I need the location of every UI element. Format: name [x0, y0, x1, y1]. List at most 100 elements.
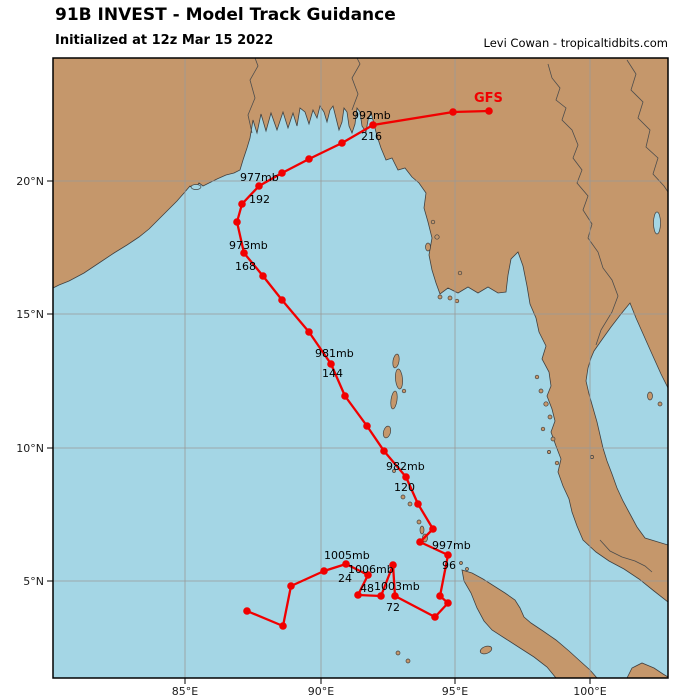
track-point — [380, 447, 388, 455]
track-point — [341, 392, 349, 400]
delta-islet — [447, 295, 453, 301]
islet — [459, 561, 463, 565]
axis-tick-layer: 85°E 90°E 95°E 100°E 20°N 15°N 10°N 5°N — [16, 175, 607, 698]
gulf-island — [657, 401, 663, 407]
nicobar-islet — [392, 469, 396, 473]
track-point — [233, 218, 241, 226]
track-point — [429, 525, 437, 533]
coastal-islet — [430, 219, 436, 225]
track-point — [243, 607, 251, 615]
track-point — [278, 296, 286, 304]
nicobar-islet — [407, 501, 413, 507]
track-point — [278, 169, 286, 177]
track-point — [305, 155, 313, 163]
y-axis-tick-label: 15°N — [16, 308, 44, 321]
track-point — [255, 182, 263, 190]
andaman-island — [390, 390, 398, 410]
credit-text: Levi Cowan - tropicaltidbits.com — [483, 36, 669, 50]
page-title: 91B INVEST - Model Track Guidance — [55, 5, 396, 25]
country-border — [351, 58, 361, 111]
track-point — [320, 567, 328, 575]
x-axis-tick-label: 85°E — [172, 685, 198, 698]
track-point-label: 216 — [361, 130, 382, 143]
delta-islet — [454, 298, 460, 304]
track-point-label: 992mb — [352, 109, 391, 122]
islet — [465, 567, 469, 571]
land-layer — [53, 58, 668, 678]
mergui-islet — [538, 388, 544, 394]
track-point-label: 96 — [442, 559, 456, 572]
nicobar-island — [419, 525, 425, 535]
mergui-islet — [547, 450, 551, 454]
track-point-label: 981mb — [315, 347, 354, 360]
coastal-lagoon — [190, 184, 202, 190]
track-point — [444, 551, 452, 559]
gulf-island — [647, 391, 653, 401]
country-border — [599, 539, 653, 573]
x-axis-tick-label: 90°E — [308, 685, 334, 698]
coastal-islet — [434, 234, 440, 240]
country-border — [547, 63, 619, 346]
grid-layer — [53, 58, 668, 678]
andaman-island — [395, 368, 403, 390]
track-point — [449, 108, 457, 116]
track-point — [363, 422, 371, 430]
little-andaman-island — [382, 425, 392, 439]
track-point-label: 72 — [386, 601, 400, 614]
track-point — [369, 121, 377, 129]
track-point-label: 982mb — [386, 460, 425, 473]
track-point — [338, 139, 346, 147]
mergui-islet — [547, 414, 553, 420]
y-axis-tick-label: 20°N — [16, 175, 44, 188]
andaman-islet — [401, 388, 407, 394]
track-point-label: 168 — [235, 260, 256, 273]
track-point — [436, 592, 444, 600]
track-point-label: 977mb — [240, 171, 279, 184]
track-point-label: 1003mb — [374, 580, 420, 593]
coastal-island — [425, 242, 431, 252]
track-point — [364, 571, 372, 579]
track-point-label: 997mb — [432, 539, 471, 552]
map-border — [52, 57, 669, 679]
mergui-islet — [534, 374, 540, 380]
coastal-islet — [457, 270, 463, 276]
track-point-label: 192 — [249, 193, 270, 206]
y-axis-tick-label: 5°N — [23, 575, 44, 588]
init-subtitle: Initialized at 12z Mar 15 2022 — [55, 33, 274, 48]
x-axis-tick-label: 100°E — [573, 685, 606, 698]
model-name-label: GFS — [474, 91, 503, 106]
track-layer — [233, 107, 493, 630]
mergui-islet — [554, 460, 560, 466]
y-axis-tick-label: 10°N — [16, 442, 44, 455]
simeulue-island — [479, 645, 493, 655]
track-point — [416, 538, 424, 546]
track-point — [238, 200, 246, 208]
mergui-islet — [550, 436, 556, 442]
delta-islet — [437, 294, 443, 300]
track-point-label: 973mb — [229, 239, 268, 252]
islet — [405, 658, 411, 664]
gulf-islet — [590, 455, 594, 459]
sumatra-coastline — [461, 569, 598, 678]
track-point-label: 48 — [360, 582, 374, 595]
mergui-islet — [543, 401, 549, 407]
track-point — [414, 500, 422, 508]
track-point — [377, 592, 385, 600]
nicobar-islet — [400, 494, 406, 500]
track-point — [389, 561, 397, 569]
track-point — [391, 592, 399, 600]
track-point-label: 120 — [394, 481, 415, 494]
sumatra-corner — [626, 662, 668, 678]
mergui-islet — [540, 426, 546, 432]
track-point — [279, 622, 287, 630]
track-point — [287, 582, 295, 590]
track-point — [259, 272, 267, 280]
track-point-label: 1005mb — [324, 549, 370, 562]
andaman-island — [392, 353, 400, 369]
mainland-coastline — [53, 58, 668, 603]
track-point-label: 1006mb — [348, 563, 394, 576]
track-point — [305, 328, 313, 336]
